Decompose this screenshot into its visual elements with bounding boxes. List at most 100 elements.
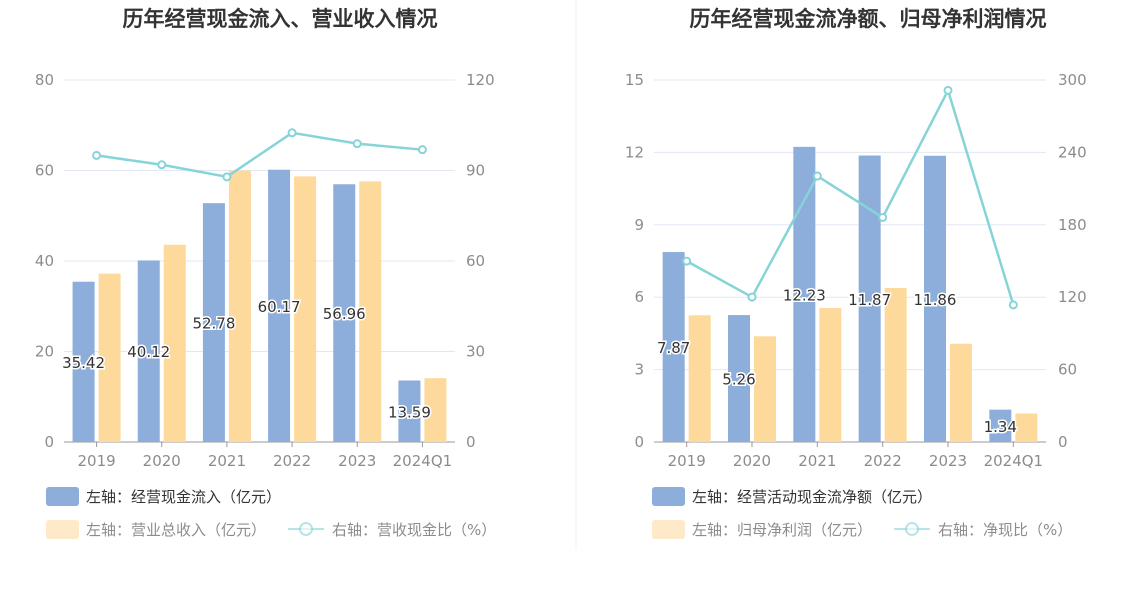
x-tick-label: 2023: [338, 452, 376, 470]
left-tick-label: 6: [634, 288, 644, 306]
bar: [294, 176, 317, 442]
bar: [662, 252, 685, 442]
left-tick-label: 12: [625, 143, 644, 161]
x-tick-label: 2022: [273, 452, 311, 470]
ratio-point: [1008, 300, 1018, 310]
ratio-point: [812, 171, 822, 181]
right-tick-label: 0: [466, 433, 476, 451]
ratio-point: [222, 172, 232, 182]
data-label: 56.96: [323, 305, 366, 323]
chart-panel-net-cash: 历年经营现金流净额、归母净利润情况 0 3 6 9 12 15 0 60 120 180 240 3…: [625, 7, 1087, 539]
bar: [202, 203, 225, 442]
left-tick-label: 3: [634, 361, 644, 379]
data-label: 11.87: [848, 291, 891, 309]
data-label: 5.26: [722, 371, 755, 389]
legend-label: 左轴：归母净利润（亿元）: [692, 521, 872, 539]
data-label: 11.86: [914, 291, 957, 309]
bar: [858, 155, 881, 442]
chart-title: 历年经营现金流入、营业收入情况: [123, 7, 438, 31]
ratio-point: [92, 150, 102, 160]
data-label: 40.12: [127, 343, 170, 361]
ratio-point: [943, 85, 953, 95]
bar: [1015, 413, 1038, 442]
data-label: 35.42: [62, 354, 105, 372]
left-tick-label: 9: [634, 216, 644, 234]
right-axis-ticks: 0 30 60 90 120: [466, 71, 495, 451]
data-label: 1.34: [984, 418, 1017, 436]
legend-swatch-cash: [46, 487, 79, 506]
bar: [268, 169, 291, 442]
chart-panel-cash-inflow: 历年经营现金流入、营业收入情况 0 20 40 60 80 0 30 60 90 120 201…: [35, 7, 496, 539]
bar: [424, 378, 447, 442]
ratio-line: [92, 128, 427, 182]
right-tick-label: 60: [1058, 361, 1077, 379]
x-tick-label: 2020: [143, 452, 181, 470]
left-axis-ticks: 0 20 40 60 80: [35, 71, 54, 451]
legend-swatch-marker: [299, 522, 314, 536]
bar: [359, 181, 382, 443]
ratio-line-path: [686, 87, 1015, 306]
bar: [793, 146, 816, 442]
right-tick-label: 120: [1058, 288, 1087, 306]
data-label: 52.78: [192, 315, 235, 333]
left-tick-label: 0: [44, 433, 54, 451]
x-tick-label: 2021: [798, 452, 836, 470]
data-label: 60.17: [258, 298, 301, 316]
right-tick-label: 300: [1058, 71, 1087, 89]
chart-title: 历年经营现金流净额、归母净利润情况: [690, 7, 1047, 31]
bar: [819, 308, 842, 442]
legend-swatch-revenue: [652, 520, 685, 539]
bar: [98, 273, 121, 442]
ratio-point: [352, 139, 362, 149]
x-tick-label: 2021: [208, 452, 246, 470]
legend-swatch-marker: [905, 522, 920, 536]
right-tick-label: 240: [1058, 143, 1087, 161]
legend-label: 右轴：营收现金比（%）: [332, 521, 496, 539]
legend-label: 右轴：净现比（%）: [938, 521, 1072, 539]
bar: [163, 244, 186, 442]
x-tick-label: 2019: [668, 452, 706, 470]
x-axis: 2019 2020 2021 2022 2023 2024Q1: [654, 441, 1046, 470]
left-tick-label: 0: [634, 433, 644, 451]
legend: 左轴：经营活动现金流净额（亿元） 左轴：归母净利润（亿元） 右轴：净现比（%）: [652, 487, 1072, 539]
legend: 左轴：经营现金流入（亿元） 左轴：营业总收入（亿元） 右轴：营收现金比（%）: [46, 487, 496, 539]
x-axis: 2019 2020 2021 2022 2023 2024Q1: [64, 441, 455, 470]
data-label: 12.23: [783, 286, 826, 304]
right-tick-label: 30: [466, 343, 485, 361]
bar: [728, 315, 750, 442]
left-axis-ticks: 0 3 6 9 12 15: [625, 71, 644, 451]
bar: [398, 380, 421, 442]
data-labels: 35.42 40.12 52.78 60.17 56.96 13.59: [61, 296, 433, 422]
bar: [688, 315, 711, 442]
x-tick-label: 2024Q1: [393, 452, 453, 470]
left-tick-label: 15: [625, 71, 644, 89]
data-label: 7.87: [657, 339, 690, 357]
ratio-line-path: [96, 131, 423, 179]
bar: [884, 288, 907, 442]
x-tick-label: 2019: [77, 452, 115, 470]
ratio-point: [878, 212, 888, 222]
legend-label: 左轴：经营现金流入（亿元）: [86, 488, 281, 506]
x-tick-label: 2023: [929, 452, 967, 470]
left-tick-label: 80: [35, 71, 54, 89]
right-tick-label: 90: [466, 162, 485, 180]
x-tick-label: 2024Q1: [984, 452, 1044, 470]
data-labels: 7.87 5.26 12.23 11.87 11.86 1.34: [655, 285, 1018, 437]
bar: [950, 343, 972, 442]
right-tick-label: 0: [1058, 433, 1068, 451]
legend-label: 左轴：营业总收入（亿元）: [86, 521, 266, 539]
ratio-point: [157, 160, 167, 170]
ratio-point: [747, 292, 757, 302]
ratio-point: [287, 128, 297, 138]
x-tick-label: 2020: [733, 452, 771, 470]
bars: [72, 169, 447, 443]
legend-label: 左轴：经营活动现金流净额（亿元）: [692, 488, 932, 506]
data-label: 13.59: [388, 403, 431, 421]
right-tick-label: 60: [466, 252, 485, 270]
bar: [924, 155, 946, 442]
ratio-point: [682, 256, 692, 266]
legend-swatch-revenue: [46, 520, 79, 539]
bars: [662, 146, 1038, 442]
